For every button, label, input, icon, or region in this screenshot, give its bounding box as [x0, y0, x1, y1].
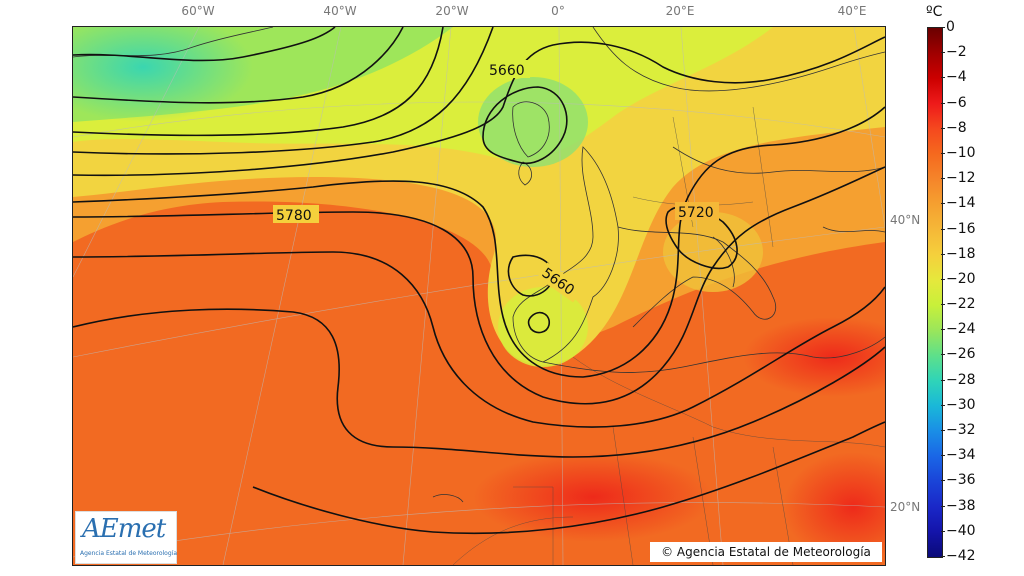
colorbar-tick: −20 [941, 270, 976, 287]
logo-wordmark: AEmet [82, 514, 166, 544]
colorbar-tick: −40 [941, 522, 976, 539]
longitude-label: 40°W [323, 4, 357, 18]
logo-subtitle: Agencia Estatal de Meteorología [80, 550, 177, 557]
longitude-label: 60°W [181, 4, 215, 18]
latitude-label: 40°N [890, 213, 921, 227]
contour-label-bg [273, 205, 319, 223]
colorbar-tick: −28 [941, 371, 976, 388]
colorbar-tick: −32 [941, 422, 976, 439]
weather-map: 5660 5780 5660 5720 [72, 26, 886, 566]
colorbar-tick: −22 [941, 296, 976, 313]
aemet-logo: AEmet Agencia Estatal de Meteorología [75, 511, 177, 564]
colorbar-tick: −6 [941, 94, 967, 111]
colorbar-tick: −24 [941, 321, 976, 338]
contour-label-bg [486, 60, 530, 78]
contour-label-bg [675, 202, 719, 220]
copyright-notice: © Agencia Estatal de Meteorología [650, 542, 882, 562]
latitude-label: 20°N [890, 500, 921, 514]
contour-label-5720: 5720 [678, 205, 714, 221]
longitude-label: 20°W [435, 4, 469, 18]
hot-area-southeast [783, 452, 885, 562]
contour-label-5660-north: 5660 [489, 63, 525, 79]
colorbar-tick: −4 [941, 69, 967, 86]
colorbar-tick: −34 [941, 447, 976, 464]
colorbar-tick: −38 [941, 497, 976, 514]
contour-label-bg [537, 262, 584, 303]
colorbar-tick: −42 [941, 548, 976, 564]
colorbar-tick: −8 [941, 119, 967, 136]
hot-area-sahara [473, 452, 713, 542]
longitude-label: 20°E [665, 4, 695, 18]
colorbar-tick: −2 [941, 44, 967, 61]
colorbar-tick: −30 [941, 396, 976, 413]
longitude-label: 40°E [837, 4, 867, 18]
colorbar-tick: −10 [941, 144, 976, 161]
longitude-label: 0° [551, 4, 565, 18]
colorbar-tick: −16 [941, 220, 976, 237]
colorbar-tick: −18 [941, 245, 976, 262]
cold-pool-northwest [73, 27, 253, 122]
cool-area-italy [663, 212, 763, 292]
colorbar-tick: −36 [941, 472, 976, 489]
temperature-colorbar [927, 27, 943, 558]
graticule [73, 27, 885, 565]
contour-label-5780: 5780 [276, 208, 312, 224]
colorbar-tick: −26 [941, 346, 976, 363]
colorbar-tick: −14 [941, 195, 976, 212]
colorbar-unit: ºC [926, 4, 943, 20]
colorbar-tick: 0 [941, 19, 955, 35]
colorbar-tick: −12 [941, 170, 976, 187]
map-canvas: 5660 5780 5660 5720 [73, 27, 885, 565]
